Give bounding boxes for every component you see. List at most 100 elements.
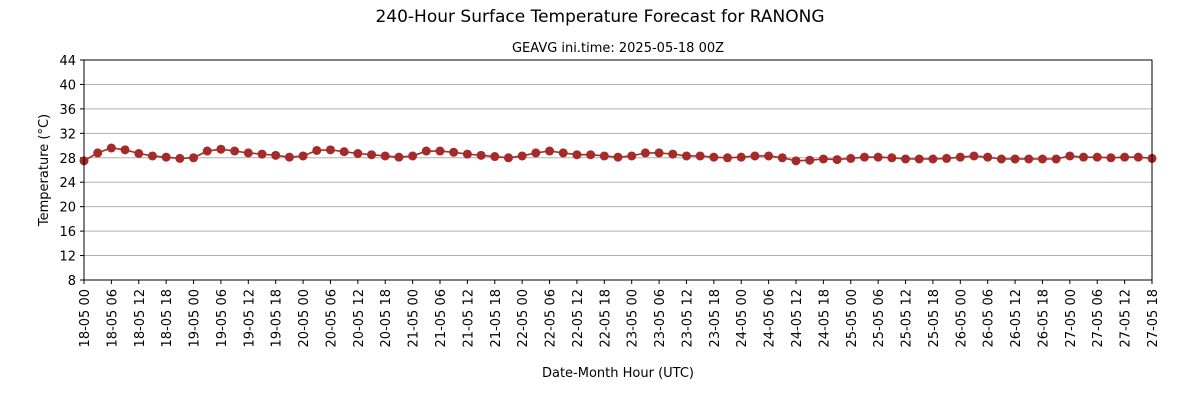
x-tick-label: 19-05 18 xyxy=(270,289,285,347)
data-point xyxy=(942,153,952,163)
x-tick-label: 18-05 18 xyxy=(160,289,175,347)
data-point xyxy=(654,148,664,158)
data-point xyxy=(859,152,869,162)
data-point xyxy=(134,149,144,158)
x-tick-label: 24-05 06 xyxy=(763,289,778,347)
x-tick-label: 20-05 00 xyxy=(297,289,312,347)
data-point xyxy=(243,148,253,158)
data-point xyxy=(846,153,856,163)
data-point xyxy=(914,154,924,164)
x-tick-label: 26-05 00 xyxy=(954,289,969,347)
y-tick-label: 44 xyxy=(59,54,76,69)
data-point xyxy=(695,151,705,161)
data-point xyxy=(353,149,363,158)
data-point xyxy=(175,153,185,163)
data-point xyxy=(1106,153,1116,163)
data-point xyxy=(490,152,500,162)
data-point xyxy=(640,148,650,158)
x-tick-label: 22-05 00 xyxy=(516,289,531,347)
data-point xyxy=(736,152,746,162)
data-point xyxy=(517,151,527,161)
x-tick-label: 20-05 18 xyxy=(379,289,394,347)
data-point xyxy=(216,144,226,154)
data-point xyxy=(558,148,568,158)
y-tick-label: 32 xyxy=(59,127,76,142)
data-point xyxy=(586,150,596,160)
x-tick-label: 18-05 12 xyxy=(133,289,148,347)
y-tick-label: 36 xyxy=(59,103,76,118)
x-tick-label: 24-05 00 xyxy=(735,289,750,347)
data-point xyxy=(1037,154,1047,164)
x-tick-label: 21-05 12 xyxy=(461,289,476,347)
x-tick-label: 27-05 06 xyxy=(1091,289,1106,347)
x-tick-label: 25-05 18 xyxy=(927,289,942,347)
y-tick-label: 24 xyxy=(59,176,76,191)
data-point xyxy=(1051,154,1061,164)
data-point xyxy=(531,148,541,158)
data-point xyxy=(681,151,691,161)
x-tick-label: 26-05 18 xyxy=(1036,289,1051,347)
x-tick-label: 21-05 06 xyxy=(434,289,449,347)
x-tick-label: 18-05 06 xyxy=(105,289,120,347)
x-tick-label: 22-05 18 xyxy=(598,289,613,347)
data-point xyxy=(572,150,582,160)
data-point xyxy=(818,154,828,164)
data-point xyxy=(394,152,404,162)
x-axis-label: Date-Month Hour (UTC) xyxy=(542,366,694,381)
x-tick-label: 24-05 12 xyxy=(790,289,805,347)
data-point xyxy=(476,150,486,160)
data-point xyxy=(257,149,267,159)
x-tick-label: 27-05 18 xyxy=(1146,289,1161,347)
data-point xyxy=(312,145,322,155)
y-tick-label: 40 xyxy=(59,78,76,93)
data-point xyxy=(1120,152,1130,162)
data-point xyxy=(1133,152,1143,162)
data-point xyxy=(1079,152,1089,162)
chart-title: 240-Hour Surface Temperature Forecast fo… xyxy=(375,7,824,27)
x-tick-label: 21-05 00 xyxy=(407,289,422,347)
data-point xyxy=(93,148,103,158)
plot-frame xyxy=(83,59,1153,281)
data-point xyxy=(189,153,199,163)
x-tick-label: 26-05 12 xyxy=(1009,289,1024,347)
temperature-series xyxy=(79,143,1157,166)
data-point xyxy=(147,151,157,161)
data-point xyxy=(284,152,294,162)
x-tick-label: 20-05 06 xyxy=(324,289,339,347)
data-point xyxy=(777,153,787,163)
data-point xyxy=(408,151,418,161)
data-point xyxy=(1024,154,1034,164)
x-tick-label: 23-05 06 xyxy=(653,289,668,347)
chart-subtitle: GEAVG ini.time: 2025-05-18 00Z xyxy=(512,41,724,56)
data-point xyxy=(325,145,335,155)
data-point xyxy=(969,151,979,161)
data-point xyxy=(271,150,281,160)
grid-lines xyxy=(84,59,1152,281)
x-tick-label: 19-05 06 xyxy=(215,289,230,347)
data-point xyxy=(901,154,911,164)
data-point xyxy=(449,147,459,157)
x-tick-label: 19-05 12 xyxy=(242,289,257,347)
data-point xyxy=(435,146,445,156)
x-tick-label: 23-05 00 xyxy=(626,289,641,347)
data-point xyxy=(1092,152,1102,162)
data-point xyxy=(791,156,801,166)
data-point xyxy=(805,155,815,165)
x-tick-label: 26-05 06 xyxy=(982,289,997,347)
data-point xyxy=(298,151,308,161)
x-tick-label: 27-05 00 xyxy=(1064,289,1079,347)
data-point xyxy=(983,152,993,162)
y-tick-label: 12 xyxy=(59,250,76,265)
y-tick-label: 28 xyxy=(59,152,76,167)
x-axis-ticks: 18-05 00 18-05 06 18-05 12 18-05 18 19-05 00… xyxy=(78,280,1161,347)
data-point xyxy=(230,146,240,156)
x-tick-label: 25-05 00 xyxy=(845,289,860,347)
data-point xyxy=(668,149,678,159)
data-point xyxy=(764,151,774,161)
x-tick-label: 27-05 12 xyxy=(1119,289,1134,347)
data-point xyxy=(380,151,390,161)
data-point xyxy=(709,152,719,162)
data-point xyxy=(421,146,431,156)
x-tick-label: 23-05 12 xyxy=(680,289,695,347)
